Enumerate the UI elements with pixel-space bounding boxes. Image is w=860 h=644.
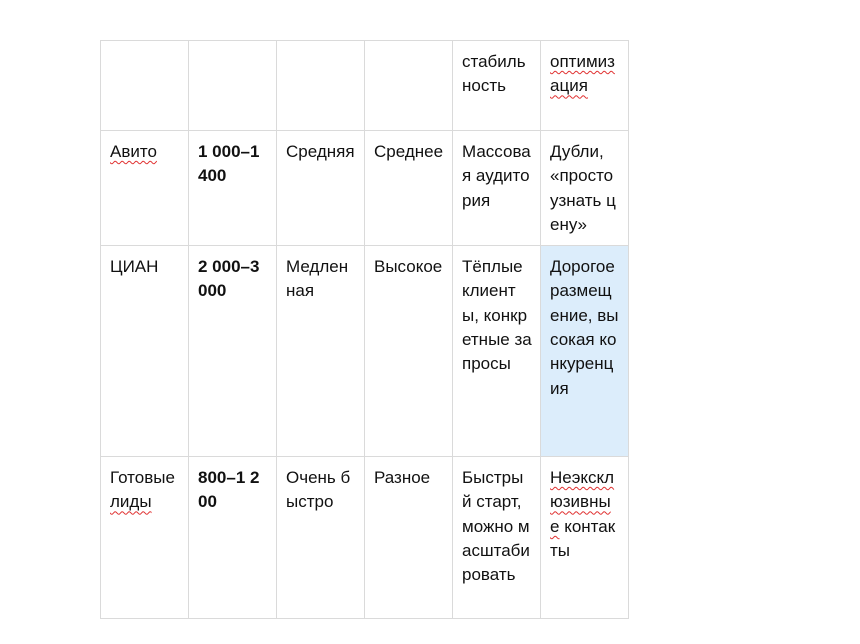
misspelled-word: Авито (110, 142, 157, 161)
table-cell-advantages[interactable]: Быстрый старт, можно масштабировать (452, 456, 541, 620)
cell-text: ЦИАН (110, 257, 159, 277)
cell-text: Средняя (286, 142, 355, 161)
cell-text: 1 000–1 400 (198, 142, 260, 186)
cell-text: Медленная (286, 257, 349, 301)
cell-text: Высокое (374, 257, 443, 277)
table-cell-speed[interactable]: Очень быстро (276, 456, 365, 620)
table-row: стабильность оптимизация (100, 40, 629, 131)
table-cell-quality[interactable] (364, 40, 453, 131)
table-row: Авито 1 000–1 400 Средняя Среднее Массовая а… (100, 129, 629, 247)
cell-text: Дорогое размещение, высокая конкуренция (550, 257, 619, 398)
table-cell-quality[interactable]: Разное (364, 456, 453, 620)
table-cell-quality[interactable]: Высокое (364, 245, 453, 458)
cell-text: Разное (374, 468, 431, 488)
cell-text: контакты (550, 516, 616, 561)
cell-text: 800–1 200 (198, 468, 260, 512)
table-cell-disadvantages[interactable]: Дубли, «просто узнать цену» (540, 129, 629, 247)
table-cell-speed[interactable] (276, 40, 365, 131)
table-cell-advantages[interactable]: Массовая аудитория (452, 129, 541, 247)
table-cell-advantages[interactable]: стабильность (452, 40, 541, 131)
table-cell-source[interactable] (100, 40, 189, 131)
misspelled-word: лиды (110, 492, 152, 512)
table-row: Готовые лиды 800–1 200 Очень быстро Разное Б… (100, 456, 629, 620)
table-cell-disadvantages[interactable]: Дорогое размещение, высокая конкуренция (540, 245, 629, 458)
misspelled-word: Неэксклюзивные (550, 468, 615, 536)
cell-text: Готовые (110, 468, 175, 488)
table-cell-source[interactable]: ЦИАН (100, 245, 189, 458)
cell-text: Массовая аудитория (462, 142, 531, 210)
cell-text: Среднее (374, 142, 444, 161)
table-cell-price[interactable]: 800–1 200 (188, 456, 277, 620)
table-row: ЦИАН 2 000–3 000 Медленная Высокое Тёплые кл… (100, 245, 629, 458)
cell-text: Дубли, «просто узнать цену» (550, 142, 616, 234)
table-cell-price[interactable]: 1 000–1 400 (188, 129, 277, 247)
table-cell-quality[interactable]: Среднее (364, 129, 453, 247)
table-cell-source[interactable]: Авито (100, 129, 189, 247)
table-cell-source[interactable]: Готовые лиды (100, 456, 189, 620)
table-cell-price[interactable] (188, 40, 277, 131)
table-cell-disadvantages[interactable]: Неэксклюзивные контакты (540, 456, 629, 620)
cell-text: Тёплые клиенты, конкретные запросы (462, 257, 532, 374)
table-cell-advantages[interactable]: Тёплые клиенты, конкретные запросы (452, 245, 541, 458)
table-cell-speed[interactable]: Средняя (276, 129, 365, 247)
table-cell-speed[interactable]: Медленная (276, 245, 365, 458)
cell-text: 2 000–3 000 (198, 257, 260, 301)
cell-text: стабильность (462, 52, 526, 96)
misspelled-word: оптимизация (550, 52, 615, 96)
comparison-table: стабильность оптимизация Авито 1 000–1 400 С… (100, 40, 629, 620)
cell-text: Очень быстро (286, 468, 351, 512)
table-cell-disadvantages[interactable]: оптимизация (540, 40, 629, 131)
table-cell-price[interactable]: 2 000–3 000 (188, 245, 277, 458)
cell-text: Быстрый старт, можно масштабировать (462, 468, 530, 585)
table-body: стабильность оптимизация Авито 1 000–1 400 С… (100, 40, 629, 620)
